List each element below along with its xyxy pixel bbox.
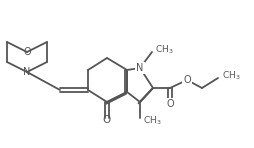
Text: O: O [182,75,190,85]
Text: O: O [102,115,111,125]
Text: CH$_3$: CH$_3$ [142,115,161,127]
Text: N: N [23,67,30,77]
Text: O: O [23,47,31,57]
Text: O: O [166,99,173,109]
Text: CH$_3$: CH$_3$ [221,70,240,82]
Text: N: N [136,63,143,73]
Text: CH$_3$: CH$_3$ [154,44,173,56]
